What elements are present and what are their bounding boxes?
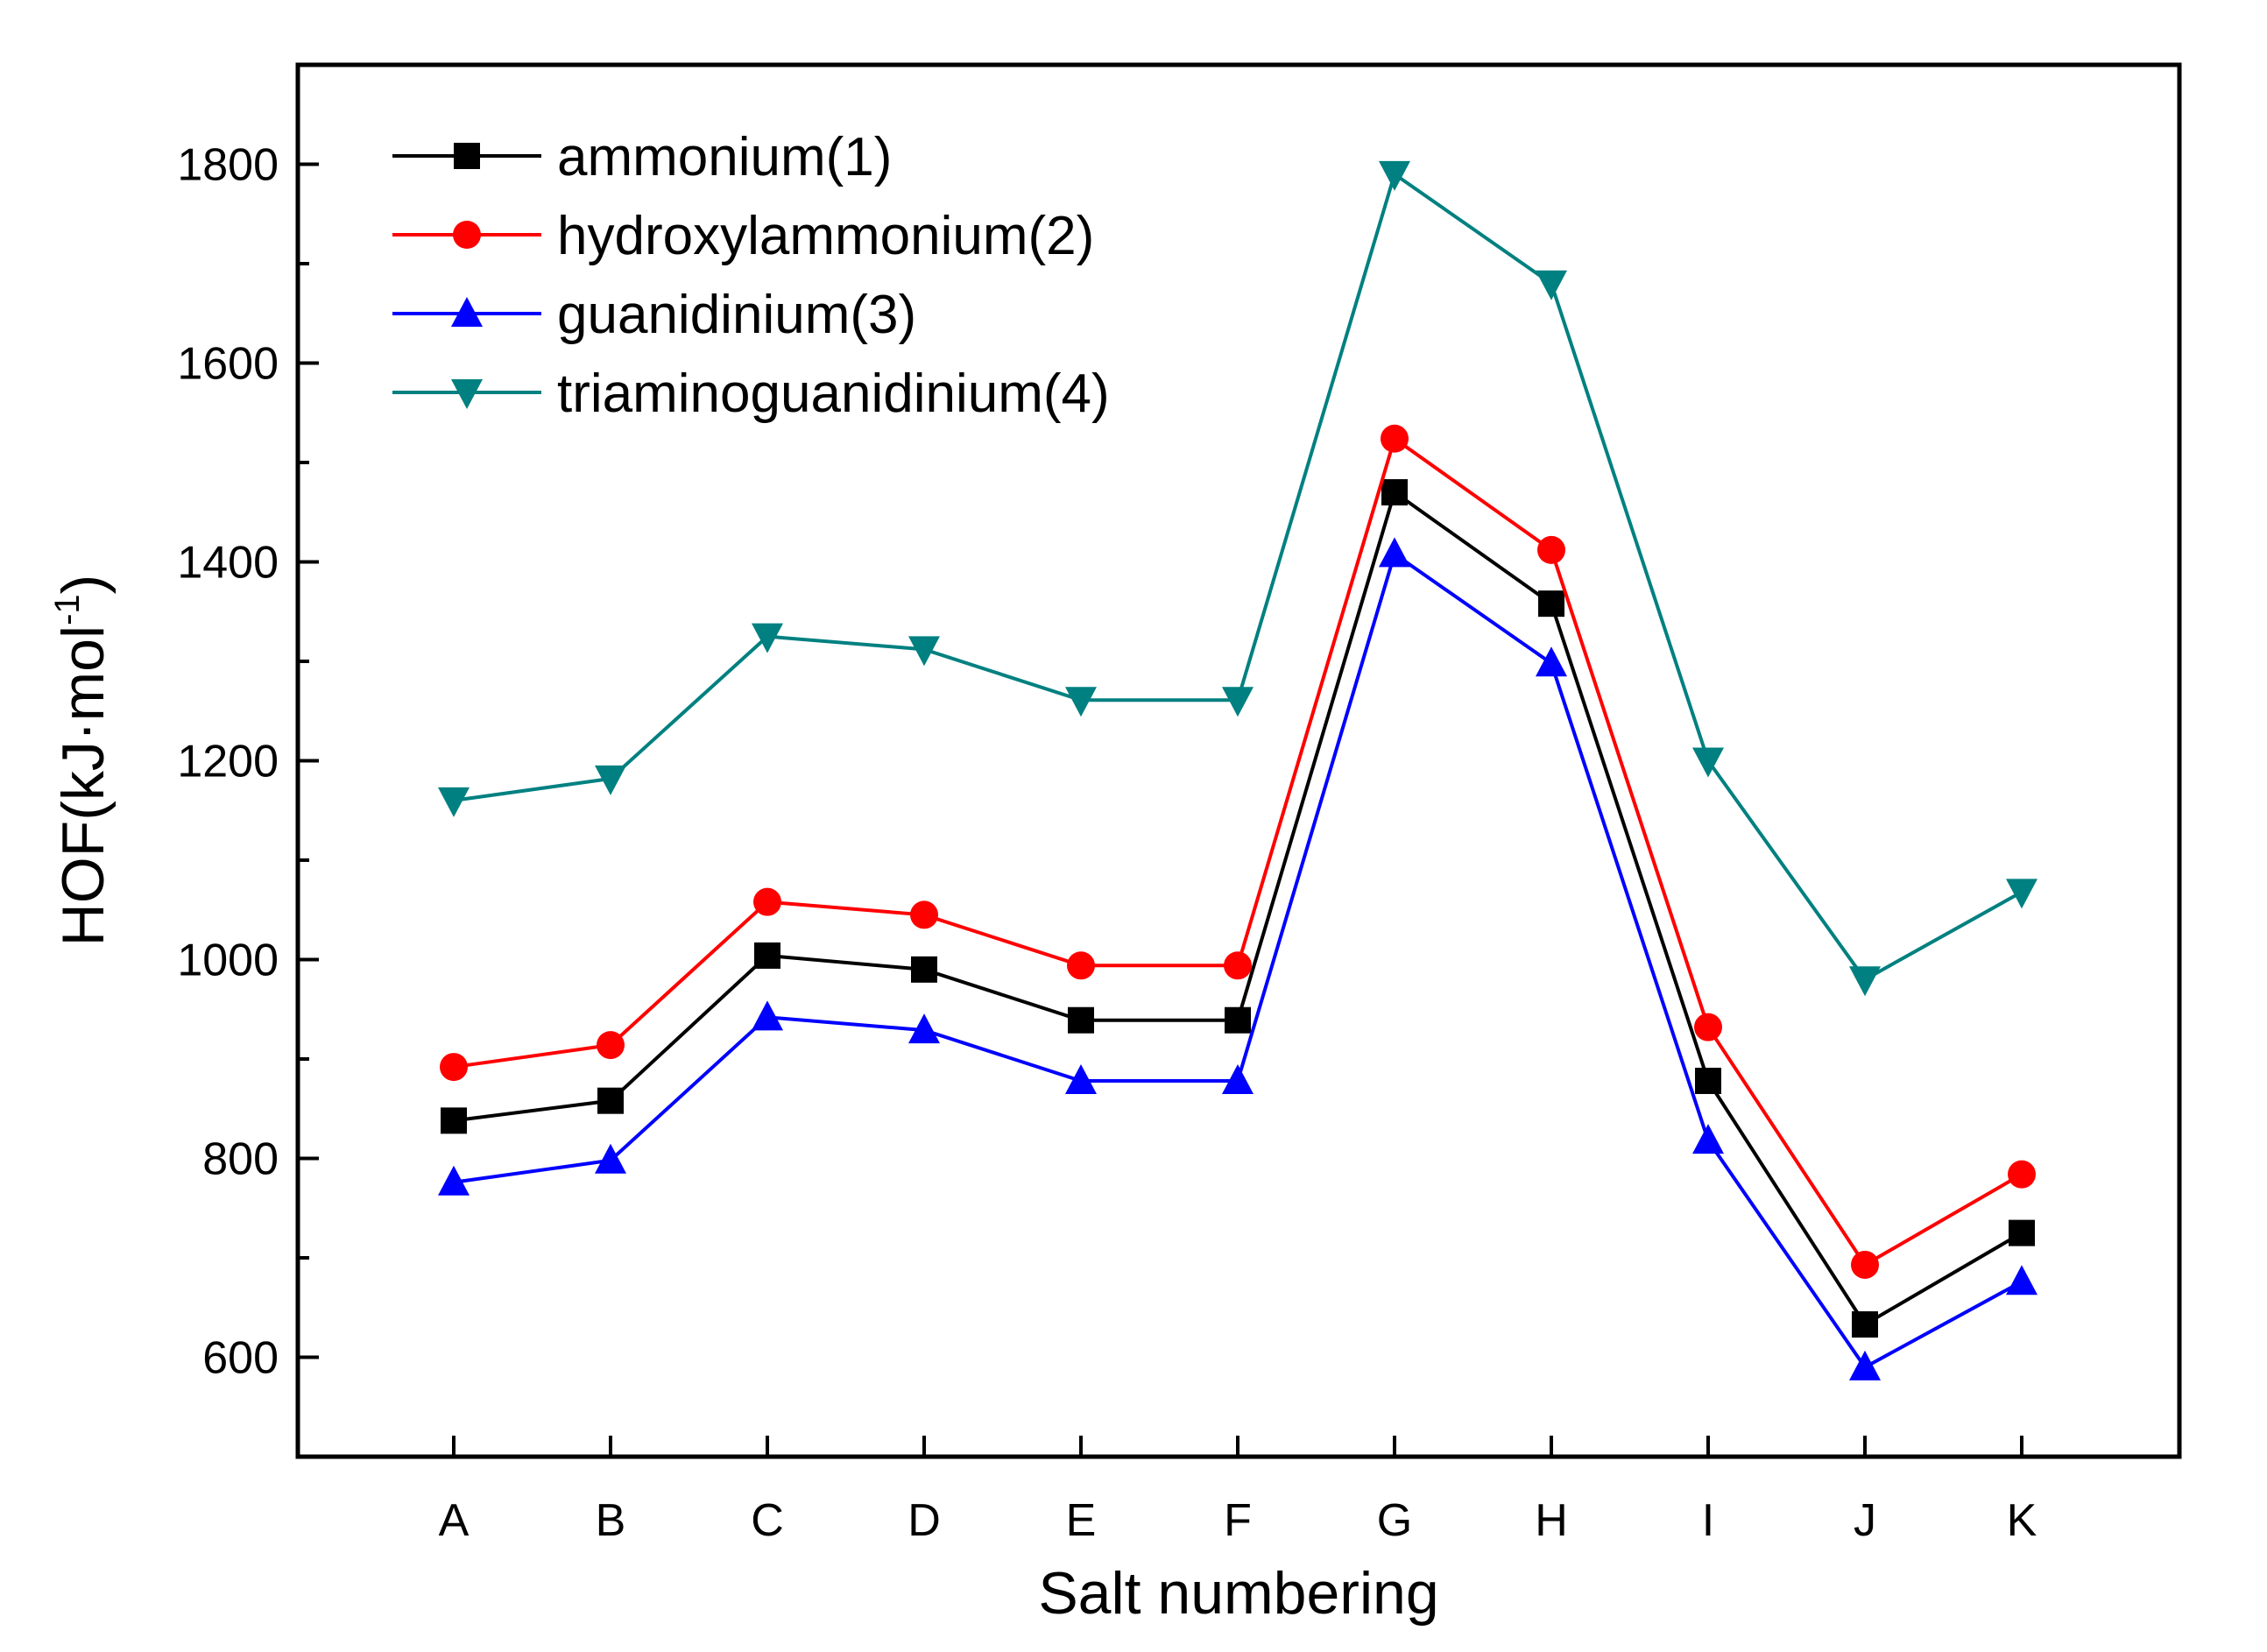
data-point <box>1851 1250 1879 1279</box>
data-point <box>753 887 781 916</box>
data-point <box>1695 1067 1721 1094</box>
y-tick-label: 1400 <box>177 538 279 589</box>
data-point <box>754 942 780 969</box>
data-point <box>1536 646 1567 677</box>
data-point <box>1065 687 1097 717</box>
data-point <box>595 1143 626 1174</box>
legend-item: guanidinium(3) <box>392 285 916 345</box>
data-point <box>441 1107 467 1134</box>
data-point <box>2006 879 2037 909</box>
data-point <box>1379 160 1410 191</box>
y-tick-label: 800 <box>202 1134 279 1185</box>
x-tick-label: E <box>1066 1495 1097 1546</box>
data-point <box>1222 1063 1254 1094</box>
legend-marker <box>453 221 481 249</box>
y-tick-label: 1600 <box>177 339 279 390</box>
data-point <box>438 1165 470 1196</box>
data-point <box>1381 479 1408 506</box>
data-point <box>1849 1350 1881 1380</box>
y-axis: 600 800 1000 1200 1400 1600 1800 <box>177 140 319 1384</box>
series-line <box>453 435 2023 1267</box>
y-axis-title-close: ) <box>50 575 117 595</box>
y-tick-label: 1000 <box>177 935 279 986</box>
legend-label: guanidinium(3) <box>557 285 916 345</box>
data-point <box>1068 1006 1094 1034</box>
y-axis-title: HOF(kJ·mol-1) <box>48 575 117 947</box>
data-point <box>1692 1124 1724 1154</box>
data-point <box>2006 1265 2037 1295</box>
series-4 <box>438 160 2037 997</box>
x-tick-label: H <box>1535 1495 1568 1546</box>
data-point <box>438 787 470 817</box>
y-tick-label: 1800 <box>177 140 279 191</box>
data-point <box>1379 537 1410 568</box>
legend-marker <box>451 379 483 409</box>
data-point <box>2009 1219 2035 1246</box>
data-point <box>1538 590 1564 618</box>
legend-label: triaminoguanidinium(4) <box>557 364 1110 424</box>
data-point <box>595 765 626 795</box>
legend-item: triaminoguanidinium(4) <box>392 364 1110 424</box>
x-tick-label: J <box>1854 1495 1876 1546</box>
series-line <box>453 489 2023 1327</box>
series-3 <box>438 537 2037 1380</box>
data-point <box>1222 687 1254 717</box>
x-tick-label: F <box>1224 1495 1252 1546</box>
legend-marker <box>454 143 480 169</box>
data-point <box>1852 1311 1878 1338</box>
data-point <box>1225 1006 1251 1034</box>
legend-marker <box>451 297 483 327</box>
data-point <box>597 1031 625 1060</box>
data-point <box>1694 1013 1722 1041</box>
legend-item: ammonium(1) <box>392 127 892 187</box>
data-point <box>911 956 937 983</box>
legend-item: hydroxylammonium(2) <box>392 206 1094 266</box>
y-tick-label: 600 <box>202 1333 279 1384</box>
data-point <box>908 1013 940 1044</box>
data-point <box>1849 966 1881 997</box>
series-1 <box>441 479 2035 1338</box>
data-point <box>1065 1063 1097 1094</box>
x-tick-label: G <box>1377 1495 1412 1546</box>
series-2 <box>440 424 2036 1279</box>
data-point <box>910 900 938 929</box>
data-point <box>908 636 940 667</box>
x-axis-title: Salt numbering <box>1038 1560 1438 1627</box>
legend-label: ammonium(1) <box>557 127 892 187</box>
y-tick-label: 1200 <box>177 737 279 787</box>
data-point <box>1381 424 1409 453</box>
data-point <box>1536 270 1567 300</box>
x-axis: A B C D E F G H I J K <box>439 1436 2037 1546</box>
data-point <box>1537 535 1565 564</box>
x-tick-label: K <box>2007 1495 2037 1546</box>
x-tick-label: C <box>751 1495 784 1546</box>
data-point <box>752 1000 783 1031</box>
plot-marks <box>438 160 2037 1380</box>
data-point <box>597 1087 624 1114</box>
x-tick-label: D <box>908 1495 941 1546</box>
y-axis-title-superscript: -1 <box>48 594 87 625</box>
data-point <box>440 1053 468 1082</box>
x-tick-label: B <box>596 1495 626 1546</box>
data-point <box>1067 951 1095 980</box>
x-tick-label: I <box>1702 1495 1714 1546</box>
y-axis-title-main: HOF(kJ·mol <box>50 625 117 946</box>
data-point <box>1692 747 1724 778</box>
data-point <box>1224 951 1252 980</box>
data-point <box>752 623 783 653</box>
x-tick-label: A <box>439 1495 470 1546</box>
legend: ammonium(1) hydroxylammonium(2) guanidiniu… <box>392 127 1110 424</box>
data-point <box>2008 1160 2036 1189</box>
legend-label: hydroxylammonium(2) <box>557 206 1094 266</box>
